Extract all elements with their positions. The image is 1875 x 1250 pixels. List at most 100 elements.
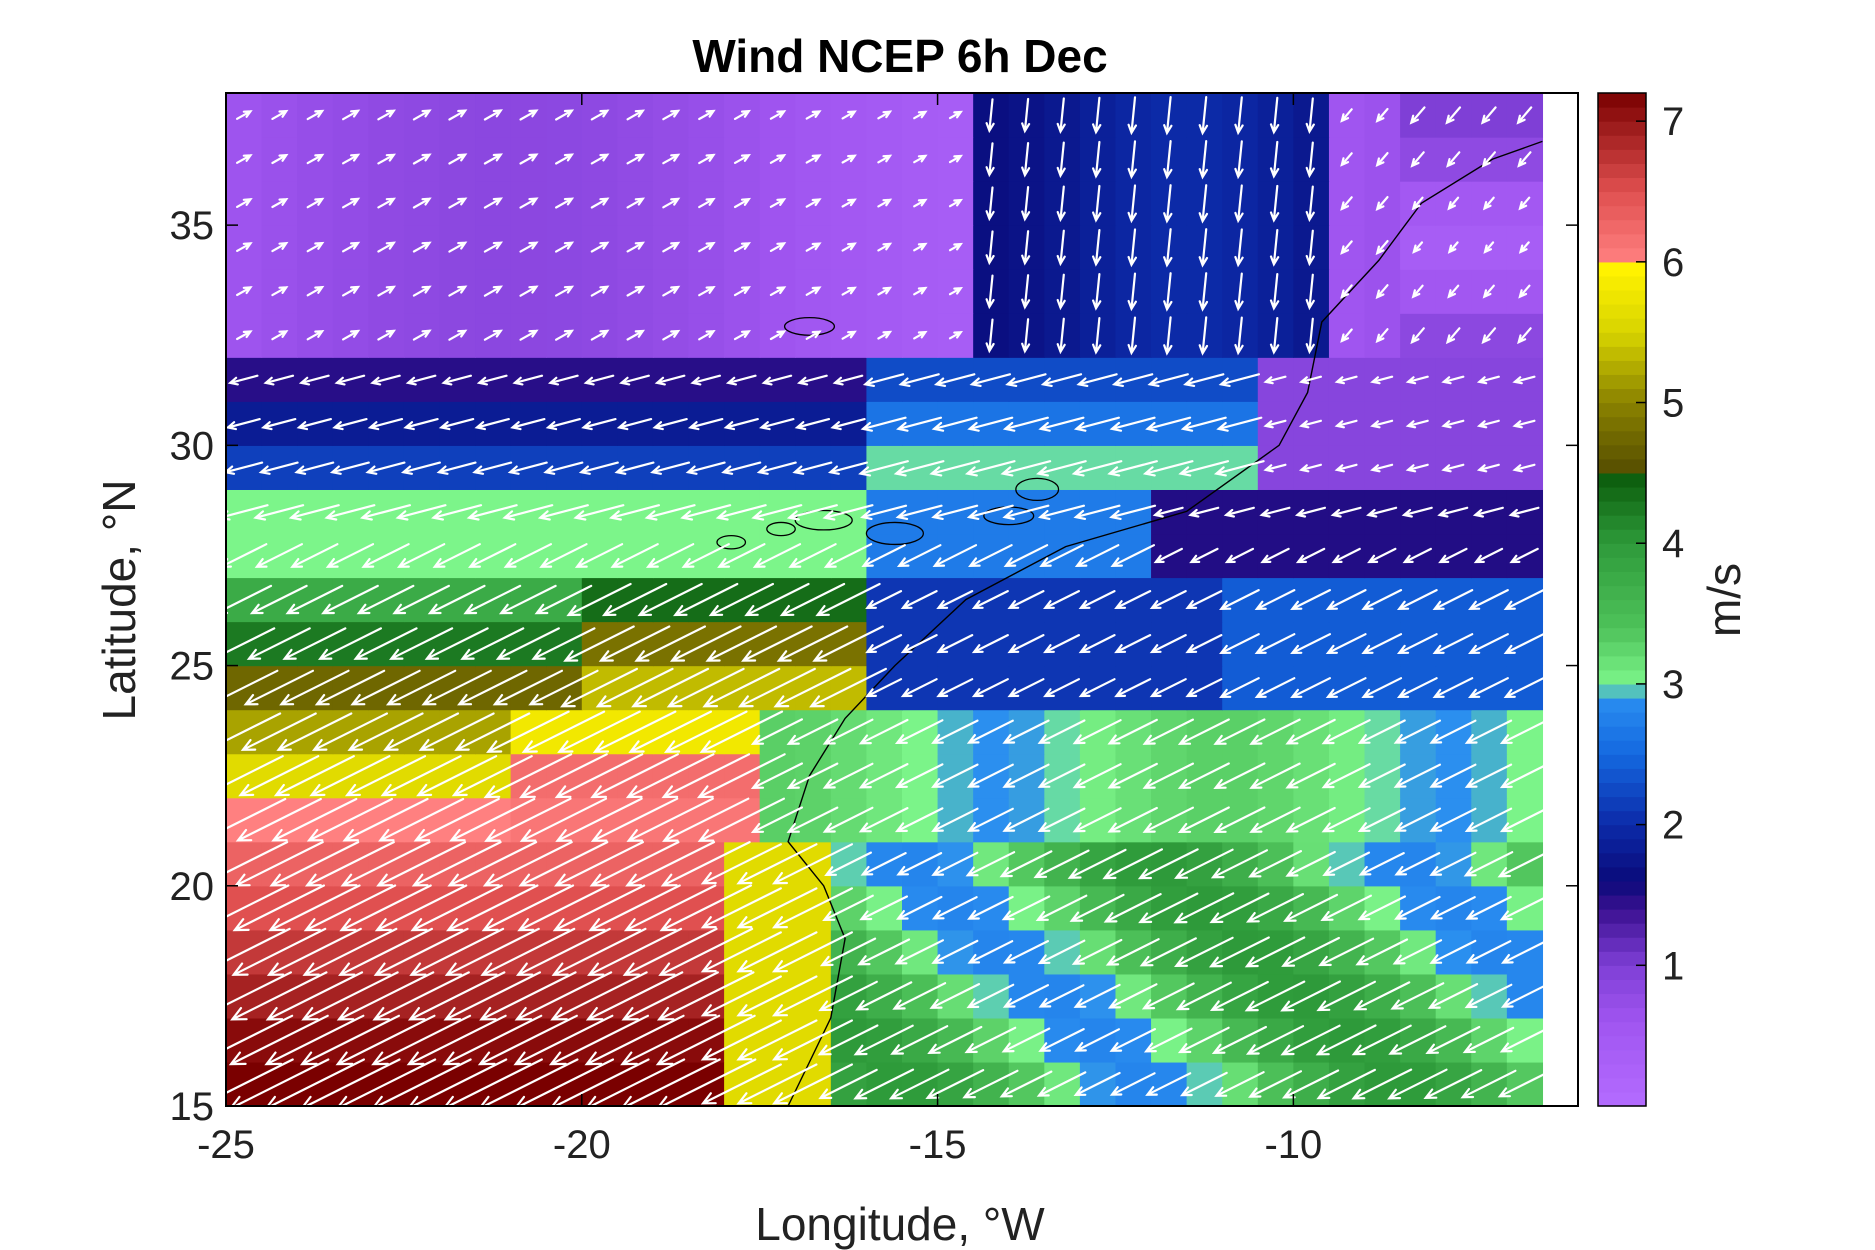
wind-arrow xyxy=(1481,151,1496,168)
colorbar-step xyxy=(1598,486,1646,502)
wind-arrow xyxy=(913,154,928,164)
wind-arrow xyxy=(1149,678,1187,698)
colorbar-step xyxy=(1598,937,1646,952)
colorbar-step xyxy=(1598,880,1646,896)
wind-arrow xyxy=(1429,896,1476,920)
wind-arrow xyxy=(446,884,539,932)
wind-arrow xyxy=(841,242,857,252)
wind-arrow xyxy=(931,763,979,788)
wind-arrow xyxy=(460,627,525,660)
colorbar-step xyxy=(1598,599,1646,615)
wind-arrow xyxy=(314,669,386,706)
island-outline xyxy=(1015,477,1060,502)
wind-arrow xyxy=(1056,185,1066,223)
wind-arrow xyxy=(1039,544,1084,567)
wind-arrow xyxy=(1357,895,1406,921)
wind-arrow xyxy=(1503,633,1545,655)
wind-arrow xyxy=(592,710,677,753)
wind-arrow xyxy=(1290,589,1331,611)
wind-arrow xyxy=(1473,547,1504,564)
colorbar-step xyxy=(1598,374,1646,390)
wind-arrow xyxy=(1410,151,1425,168)
wind-arrow xyxy=(1234,228,1244,268)
wind-arrow xyxy=(896,852,943,876)
wind-arrow xyxy=(626,109,646,121)
wind-arrow xyxy=(581,418,617,431)
wind-arrow xyxy=(1468,589,1509,611)
wind-arrow xyxy=(756,461,797,475)
wind-arrow xyxy=(483,241,504,253)
wind-arrow xyxy=(773,667,852,708)
wind-arrow xyxy=(548,1014,649,1066)
wind-arrow xyxy=(1497,1070,1551,1098)
wind-arrow xyxy=(590,329,610,341)
colorbar-step xyxy=(1598,360,1646,375)
wind-arrow xyxy=(860,852,907,876)
wind-arrow xyxy=(484,797,572,842)
wind-arrow xyxy=(263,1058,365,1110)
wind-arrow xyxy=(1316,1068,1376,1100)
wind-arrow xyxy=(858,718,909,745)
wind-arrow xyxy=(1411,196,1424,211)
wind-arrow xyxy=(502,504,554,521)
wind-arrow xyxy=(1441,375,1465,385)
wind-arrow xyxy=(1142,806,1194,833)
wind-arrow xyxy=(1183,373,1225,387)
wind-arrow xyxy=(303,884,397,932)
wind-arrow xyxy=(858,460,909,477)
wind-arrow xyxy=(288,504,340,521)
y-tick-label: 15 xyxy=(170,1085,215,1129)
colorbar-step xyxy=(1598,402,1646,418)
wind-arrow xyxy=(557,710,641,753)
wind-arrow xyxy=(539,543,588,568)
colorbar-step xyxy=(1598,923,1646,938)
wind-arrow xyxy=(985,274,995,310)
wind-arrow xyxy=(1499,807,1549,833)
wind-arrow xyxy=(1223,506,1255,518)
wind-arrow xyxy=(361,543,410,568)
wind-arrow xyxy=(815,582,881,617)
wind-arrow xyxy=(1370,463,1394,473)
wind-arrow xyxy=(1139,937,1197,967)
wind-arrow xyxy=(545,418,581,431)
wind-arrow xyxy=(1219,677,1260,699)
wind-arrow xyxy=(1432,677,1474,699)
colorbar-step xyxy=(1598,712,1646,727)
wind-arrow xyxy=(583,1058,686,1110)
wind-arrow xyxy=(1512,375,1536,385)
wind-arrow xyxy=(822,894,874,922)
wind-arrow xyxy=(1175,981,1232,1011)
wind-arrow xyxy=(342,197,361,209)
wind-arrow xyxy=(752,543,802,568)
wind-arrow xyxy=(1432,633,1474,655)
wind-arrow xyxy=(448,197,468,209)
wind-arrow xyxy=(736,931,818,973)
wind-arrow xyxy=(1138,892,1199,924)
wind-arrow xyxy=(841,154,857,164)
wind-arrow xyxy=(1037,939,1086,965)
colorbar-tick-label: 4 xyxy=(1662,522,1684,566)
wind-arrow xyxy=(1114,678,1152,698)
wind-arrow xyxy=(552,884,646,932)
wind-arrow xyxy=(443,971,541,1021)
wind-arrow xyxy=(306,153,325,165)
wind-arrow xyxy=(985,98,995,134)
wind-arrow xyxy=(817,1024,879,1056)
wind-arrow xyxy=(1465,940,1512,964)
wind-arrow xyxy=(1149,634,1187,654)
wind-arrow xyxy=(913,242,928,252)
wind-arrow xyxy=(786,718,839,745)
y-tick-label: 30 xyxy=(170,424,215,468)
wind-arrow xyxy=(698,197,716,209)
wind-arrow xyxy=(1263,463,1287,473)
wind-arrow xyxy=(211,627,276,660)
wind-arrow xyxy=(1402,547,1432,564)
wind-arrow xyxy=(1069,893,1125,922)
wind-arrow xyxy=(1500,984,1548,1008)
wind-arrow xyxy=(1102,848,1163,880)
wind-arrow xyxy=(356,584,415,615)
wind-arrow xyxy=(321,584,379,615)
wind-arrow xyxy=(827,461,868,475)
wind-arrow xyxy=(1298,463,1322,473)
wind-arrow xyxy=(1298,419,1322,429)
